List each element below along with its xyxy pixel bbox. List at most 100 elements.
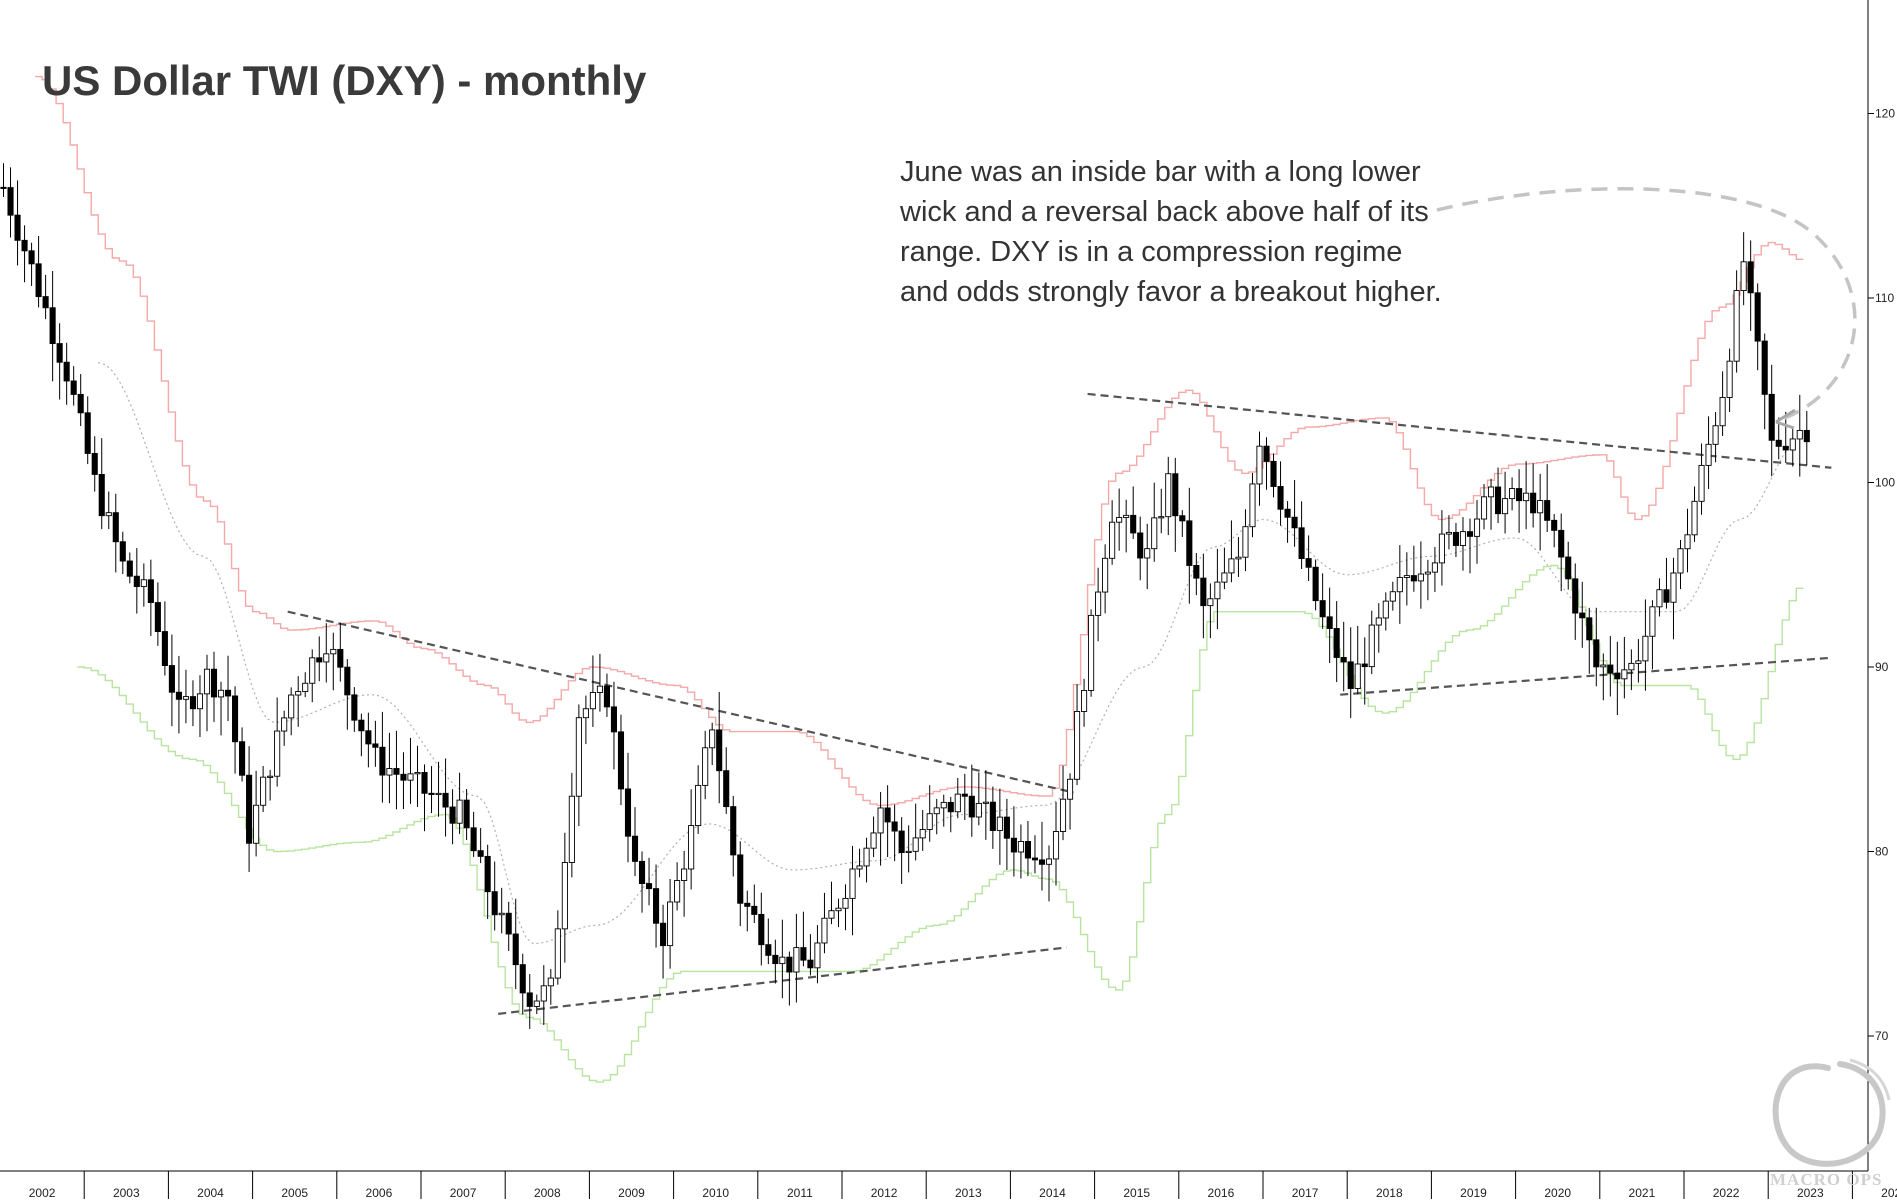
candle-body — [779, 956, 786, 965]
candle-body — [1509, 488, 1516, 500]
candle-body — [800, 947, 807, 961]
x-tick-label: 2013 — [955, 1186, 982, 1200]
candle-body — [1768, 393, 1775, 441]
candle-body — [505, 912, 512, 935]
candle-body — [1480, 496, 1488, 520]
candle-body — [372, 743, 379, 748]
candle-body — [751, 905, 758, 915]
candle-body — [175, 691, 182, 700]
candle-body — [28, 250, 35, 265]
x-tick-label: 2006 — [366, 1186, 393, 1200]
candle-body — [603, 685, 610, 708]
candle-body — [323, 653, 330, 663]
candle-body — [1586, 617, 1593, 641]
candle-body — [35, 263, 42, 298]
annotation-line-1: June was an inside bar with a long lower — [900, 156, 1421, 188]
candle-body — [877, 807, 884, 834]
candle-body — [1347, 661, 1354, 689]
candle-body — [98, 473, 105, 517]
candle-body — [933, 807, 940, 815]
candle-body — [463, 799, 470, 829]
candle-body — [1165, 473, 1172, 518]
candle-body — [1228, 558, 1235, 574]
candle-body — [239, 741, 246, 776]
candle-body — [1628, 662, 1635, 671]
candle-body — [730, 806, 737, 856]
candle-body — [716, 729, 723, 772]
bands-layer — [35, 75, 1804, 1083]
candle-body — [737, 854, 744, 904]
candle-body — [667, 901, 674, 947]
x-tick-label: 2003 — [113, 1186, 140, 1200]
candle-body — [870, 832, 877, 849]
candle-body — [1789, 438, 1796, 451]
candle-body — [1109, 521, 1116, 559]
candle-body — [1003, 816, 1010, 839]
candle-body — [821, 917, 828, 944]
candle-body — [428, 792, 435, 795]
candle-body — [337, 648, 344, 668]
candle-body — [1544, 500, 1551, 521]
x-tick-label: 2009 — [618, 1186, 645, 1200]
candle-body — [638, 860, 646, 885]
x-tick-label: 2024 — [1881, 1186, 1897, 1200]
upper-envelope-line — [35, 75, 1804, 807]
candle-body — [709, 729, 716, 749]
candle-body — [456, 799, 463, 824]
candle-body — [126, 560, 133, 577]
candle-body — [7, 187, 14, 216]
candle-body — [1242, 526, 1249, 558]
candle-body — [519, 964, 526, 994]
candle-body — [1740, 261, 1747, 292]
candle-body — [1214, 581, 1221, 600]
candle-body — [168, 665, 175, 693]
y-tick-label: 120 — [1875, 107, 1895, 121]
candle-body — [1389, 591, 1396, 602]
candle-body — [1024, 841, 1031, 859]
candle-body — [582, 708, 589, 719]
candle-body — [1059, 798, 1067, 832]
candle-body — [758, 913, 765, 946]
x-tick-label: 2023 — [1797, 1186, 1824, 1200]
x-tick-label: 2020 — [1544, 1186, 1571, 1200]
candle-body — [1319, 600, 1326, 618]
candle-body — [1495, 486, 1502, 515]
candle-body — [1417, 573, 1424, 582]
candle-body — [1102, 557, 1109, 593]
candle-body — [1291, 516, 1298, 529]
candle-body — [42, 296, 49, 309]
candle-body — [554, 928, 561, 979]
candle-body — [449, 806, 456, 824]
candle-body — [1803, 429, 1810, 443]
candle-body — [1396, 577, 1403, 593]
candle-body — [828, 910, 835, 919]
candle-body — [660, 922, 667, 947]
candle-body — [1263, 445, 1270, 462]
candle-body — [1684, 534, 1691, 550]
candle-body — [1256, 445, 1263, 485]
candle-body — [919, 829, 926, 839]
candle-body — [1593, 639, 1600, 668]
candle-body — [484, 855, 491, 893]
candle-body — [224, 689, 232, 697]
candle-body — [140, 579, 147, 588]
candle-body — [1270, 460, 1277, 487]
candle-body — [1677, 548, 1684, 574]
candle-body — [1081, 689, 1088, 712]
candle-body — [1670, 572, 1677, 603]
candle-body — [1775, 439, 1782, 447]
candle-body — [274, 730, 281, 777]
candle-body — [533, 1000, 540, 1007]
candle-body — [723, 770, 730, 808]
candle-body — [1530, 492, 1537, 514]
candle-body — [154, 602, 161, 633]
x-tick-label: 2015 — [1123, 1186, 1150, 1200]
candle-body — [1158, 516, 1165, 519]
x-tick-label: 2008 — [534, 1186, 561, 1200]
candle-body — [863, 847, 870, 867]
annotation-line-2: wick and a reversal back above half of i… — [899, 196, 1429, 228]
candle-body — [681, 868, 688, 881]
logo-text: MACRO OPS — [1770, 1170, 1882, 1189]
x-tick-label: 2004 — [197, 1186, 224, 1200]
candle-body — [1649, 606, 1656, 637]
